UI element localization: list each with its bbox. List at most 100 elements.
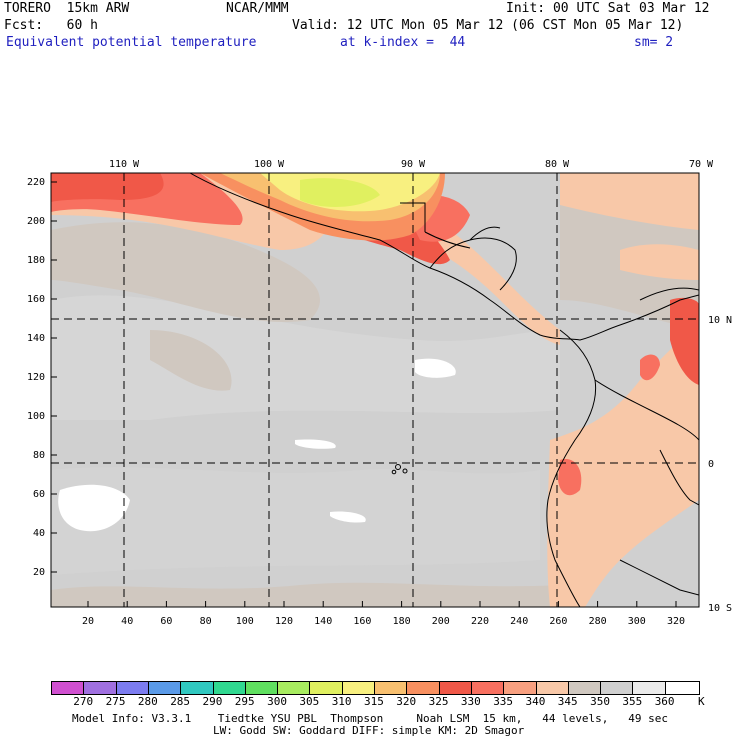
cold-patch-4 — [330, 511, 366, 523]
colorbar-swatch — [51, 681, 85, 695]
y-grid-label: 100 — [27, 411, 45, 422]
x-grid-label: 140 — [314, 616, 332, 627]
y-grid-labels: 220 200 180 160 140 120 100 80 60 40 20 — [27, 177, 45, 578]
colorbar-label: 340 — [525, 695, 546, 708]
colorbar-label: 360 — [654, 695, 675, 708]
warm-patch-north — [51, 222, 320, 323]
tick-marks — [51, 181, 677, 607]
band-330-venezuela — [670, 297, 699, 385]
x-grid-label: 100 — [236, 616, 254, 627]
y-grid-label: 200 — [27, 216, 45, 227]
forecast-hour: Fcst: 60 h — [4, 18, 98, 33]
colorbar-swatch — [470, 681, 505, 695]
institution-label: NCAR/MMM — [226, 1, 289, 16]
x-grid-label: 60 — [160, 616, 172, 627]
x-grid-label: 220 — [471, 616, 489, 627]
colorbar-label: 350 — [590, 695, 610, 708]
y-grid-label: 180 — [27, 255, 45, 266]
lat-label-0: 0 — [708, 459, 714, 470]
lon-label-100w: 100 W — [254, 159, 285, 170]
lon-label-110w: 110 W — [109, 159, 140, 170]
band-310-mexico — [300, 178, 380, 207]
colorbar-swatch — [115, 681, 150, 695]
x-grid-label: 180 — [393, 616, 411, 627]
x-grid-label: 40 — [121, 616, 133, 627]
band-330-northwest — [51, 173, 164, 202]
colorbar-label: 330 — [460, 695, 481, 708]
colorbar-label: 270 — [73, 695, 94, 708]
colorbar-label: 300 — [267, 695, 287, 708]
colorbar-label: 355 — [622, 695, 643, 708]
cold-patch-3 — [295, 439, 336, 449]
x-grid-label: 300 — [628, 616, 646, 627]
y-grid-label: 120 — [27, 372, 45, 383]
colorbar-swatch — [341, 681, 376, 695]
colorbar-swatch — [438, 681, 473, 695]
colorbar-swatch — [535, 681, 570, 695]
pacific-band-2 — [51, 467, 540, 575]
lon-label-90w: 90 W — [401, 159, 426, 170]
x-grid-label: 240 — [510, 616, 528, 627]
y-grid-label: 20 — [33, 567, 45, 578]
y-grid-label: 60 — [33, 489, 45, 500]
colorbar-swatch — [567, 681, 602, 695]
x-grid-label: 280 — [589, 616, 607, 627]
colorbar-label: 280 — [137, 695, 158, 708]
coastlines — [189, 173, 699, 607]
colorbar-label: 275 — [105, 695, 126, 708]
level-label: at k-index = 44 — [340, 35, 466, 50]
lon-label-70w: 70 W — [689, 159, 714, 170]
x-grid-label: 160 — [353, 616, 371, 627]
band-340-caribbean — [560, 173, 699, 230]
lat-label-10s: 10 S — [708, 603, 732, 614]
colorbar-swatch — [309, 681, 344, 695]
x-grid-label: 260 — [549, 616, 567, 627]
colorbar-unit: K — [698, 695, 705, 708]
warm-patch-central — [150, 330, 232, 391]
colorbar-label: 335 — [493, 695, 514, 708]
pacific-band-1 — [51, 295, 560, 420]
y-grid-label: 140 — [27, 333, 45, 344]
colorbar-swatch — [600, 681, 635, 695]
colorbar-label: 345 — [557, 695, 578, 708]
y-grid-label: 220 — [27, 177, 45, 188]
colorbar-label: 290 — [202, 695, 223, 708]
colorbar-swatch — [147, 681, 182, 695]
lat-label-10n: 10 N — [708, 315, 732, 326]
cold-patch-1 — [58, 484, 130, 532]
y-grid-label: 80 — [33, 450, 45, 461]
map-frame — [50, 172, 700, 608]
lon-label-80w: 80 W — [545, 159, 570, 170]
lat-labels: 10 N 0 10 S — [708, 315, 732, 614]
x-grid-label: 200 — [432, 616, 450, 627]
colorbar-swatch — [632, 681, 667, 695]
colorbar-swatch — [277, 681, 312, 695]
lon-labels: 110 W 100 W 90 W 80 W 70 W — [109, 159, 714, 170]
colorbar-swatch — [406, 681, 441, 695]
valid-time: Valid: 12 UTC Mon 05 Mar 12 (06 CST Mon … — [292, 18, 684, 33]
colorbar-label: 295 — [234, 695, 255, 708]
x-grid-labels: 20 40 60 80 100 120 140 160 180 200 220 240 260 280 30… — [82, 616, 685, 627]
run-title: TORERO 15km ARW — [4, 1, 130, 16]
colorbar-label: 305 — [299, 695, 320, 708]
y-grid-label: 40 — [33, 528, 45, 539]
colorbar-swatch — [83, 681, 118, 695]
colorbar-swatch — [374, 681, 408, 695]
x-grid-label: 20 — [82, 616, 94, 627]
colorbar-label: 310 — [331, 695, 352, 708]
colorbar-swatch — [244, 681, 279, 695]
init-time: Init: 00 UTC Sat 03 Mar 12 — [506, 1, 710, 16]
colorbar-label: 315 — [364, 695, 384, 708]
graticule — [51, 173, 699, 607]
x-grid-label: 120 — [275, 616, 293, 627]
colorbar-label: 320 — [396, 695, 417, 708]
x-grid-label: 80 — [200, 616, 212, 627]
field-name: Equivalent potential temperature — [6, 35, 257, 50]
colorbar-swatch — [212, 681, 247, 695]
cold-patch-2 — [415, 358, 456, 378]
warm-patch-south — [51, 582, 560, 607]
smoothing-label: sm= 2 — [634, 35, 674, 50]
band-335-colombia — [640, 354, 660, 381]
band-340-isthmus — [380, 230, 560, 345]
